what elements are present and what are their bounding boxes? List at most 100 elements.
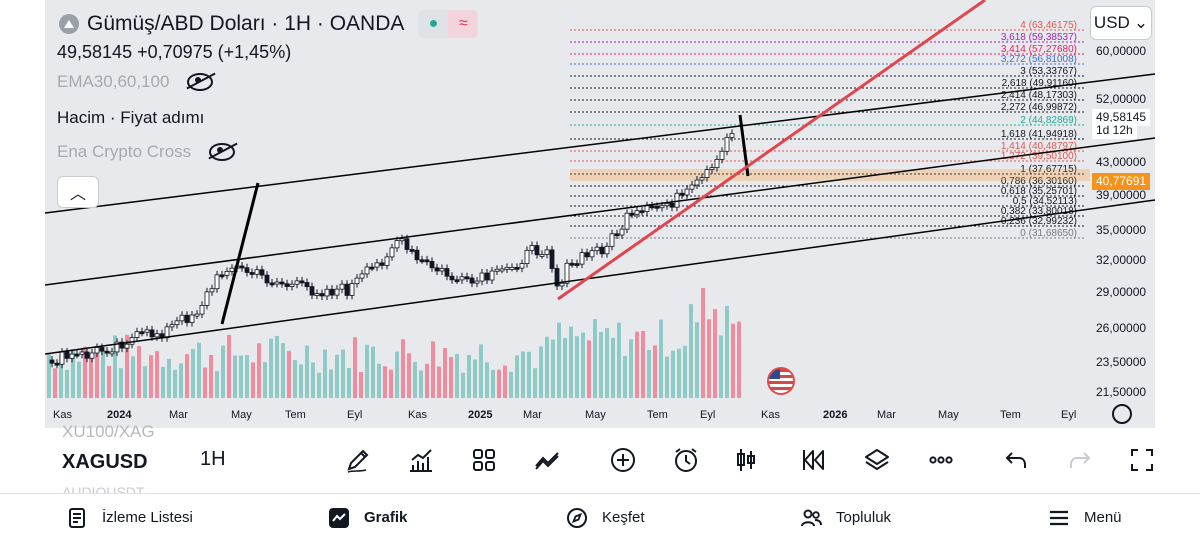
chart-type-button[interactable] xyxy=(531,444,563,476)
currency-select[interactable]: USD ⌄ xyxy=(1090,6,1152,40)
volume-bar xyxy=(479,344,483,398)
candle-body xyxy=(564,262,570,284)
hidden-eye-icon[interactable] xyxy=(187,73,214,91)
chart-area[interactable]: 4 (63,46175) 3,618 (59,38537) 3,414 (57,27… xyxy=(45,0,1155,428)
volume-bar xyxy=(203,367,207,398)
candle-body xyxy=(704,169,710,179)
nav-explore[interactable]: Keşfet xyxy=(566,494,645,541)
list-icon xyxy=(69,507,85,528)
candle-body xyxy=(134,331,140,338)
volume-bar xyxy=(401,339,405,398)
volume-bar xyxy=(257,343,261,398)
volume-bar xyxy=(269,338,273,398)
candle-body xyxy=(729,133,735,138)
volume-bar xyxy=(425,363,429,398)
nav-community[interactable]: Topluluk xyxy=(800,494,891,541)
channel-upper-line xyxy=(45,73,1155,214)
candle-body xyxy=(534,245,540,256)
candle-body xyxy=(689,184,695,190)
candle-body xyxy=(624,212,630,230)
collapse-legend-button[interactable]: ︿ xyxy=(57,176,99,208)
candle-body xyxy=(504,266,510,270)
candle-body xyxy=(514,266,520,270)
layers-button[interactable] xyxy=(861,444,893,476)
nav-menu-label: Menü xyxy=(1084,509,1122,526)
candle-body xyxy=(94,347,100,354)
chart-canvas[interactable]: 4 (63,46175)3,618 (59,38537)3,414 (57,27… xyxy=(45,0,1155,428)
layout-button[interactable] xyxy=(468,444,500,476)
us-flag-event-icon[interactable] xyxy=(767,367,795,395)
volume-bar xyxy=(365,344,369,398)
fib-level-label: 0,786 (36,30160) xyxy=(1001,176,1077,187)
ticker-current[interactable]: XAGUSD xyxy=(62,451,148,473)
nav-chart-label: Grafik xyxy=(364,509,408,526)
nav-chart[interactable]: Grafik xyxy=(328,494,407,541)
candle-button[interactable] xyxy=(730,444,762,476)
interval-button[interactable]: 1H xyxy=(200,448,226,470)
volume-bar xyxy=(101,350,105,398)
indicator-volume[interactable]: Hacim · Fiyat adımı xyxy=(57,108,204,128)
replay-button[interactable] xyxy=(797,444,829,476)
time-axis-label: May xyxy=(585,409,606,421)
volume-bar xyxy=(461,372,465,398)
nav-watchlist[interactable]: İzleme Listesi xyxy=(66,494,193,541)
volume-bar xyxy=(437,366,441,398)
fib-level-label: 3,414 (57,27680) xyxy=(1001,44,1077,55)
symbol-title[interactable]: Gümüş/ABD Doları · 1H · OANDA ● ≈ xyxy=(59,10,479,38)
fib-level-label: 2 (44,82869) xyxy=(1020,115,1077,126)
hidden-eye-icon[interactable] xyxy=(209,143,236,161)
candle-body xyxy=(304,282,310,288)
fib-level-label: 2,272 (46,99872) xyxy=(1001,102,1077,113)
fib-level-label: 3 (53,33767) xyxy=(1020,66,1077,77)
more-button[interactable] xyxy=(925,444,957,476)
candle-body xyxy=(589,250,595,258)
time-axis-label: May xyxy=(231,409,252,421)
candle-body xyxy=(609,233,615,247)
volume-bar xyxy=(155,351,159,398)
volume-bar xyxy=(221,345,225,398)
candle-body xyxy=(639,210,645,214)
volume-bar xyxy=(113,335,117,398)
draw-tool-button[interactable] xyxy=(342,444,374,476)
candle-body xyxy=(364,266,370,275)
candle-body xyxy=(334,288,340,296)
indicators-button[interactable] xyxy=(405,444,437,476)
candle-body xyxy=(439,268,445,272)
undo-button[interactable] xyxy=(1000,444,1032,476)
volume-bar xyxy=(485,362,489,398)
candle-body xyxy=(464,276,470,280)
volume-bar xyxy=(329,369,333,398)
volume-bar xyxy=(377,363,381,398)
volume-bar xyxy=(233,355,237,398)
alert-button[interactable] xyxy=(670,444,702,476)
candle-body xyxy=(84,351,90,359)
candle-body xyxy=(644,205,650,212)
candle-body xyxy=(254,269,260,275)
volume-bar xyxy=(335,354,339,398)
volume-bar xyxy=(89,353,93,398)
chart-settings-icon[interactable] xyxy=(1112,404,1132,424)
volume-bar xyxy=(653,345,657,398)
candle-body xyxy=(389,247,395,258)
nav-menu[interactable]: Menü xyxy=(1048,494,1122,541)
redo-button[interactable] xyxy=(1064,444,1096,476)
chevron-down-icon: ⌄ xyxy=(1133,13,1149,32)
indicator-ena[interactable]: Ena Crypto Cross xyxy=(57,142,236,162)
candle-body xyxy=(209,288,215,293)
candle-body xyxy=(89,352,95,359)
fib-level-label: 0,382 (33,80018) xyxy=(1001,206,1077,217)
candle-body xyxy=(354,277,360,285)
fib-level-label: 1,618 (41,94918) xyxy=(1001,129,1077,140)
volume-bar xyxy=(689,304,693,398)
volume-bar xyxy=(443,348,447,398)
ticker-prev[interactable]: XU100/XAG xyxy=(62,422,155,441)
fullscreen-button[interactable] xyxy=(1126,444,1158,476)
time-axis-label: Kas xyxy=(408,409,427,421)
nav-community-label: Topluluk xyxy=(836,509,892,526)
add-button[interactable] xyxy=(607,444,639,476)
indicator-ema[interactable]: EMA30,60,100 xyxy=(57,72,214,92)
volume-bar xyxy=(317,372,321,398)
volume-bar xyxy=(707,319,711,398)
volume-bar xyxy=(551,339,555,398)
volume-bar xyxy=(545,336,549,398)
